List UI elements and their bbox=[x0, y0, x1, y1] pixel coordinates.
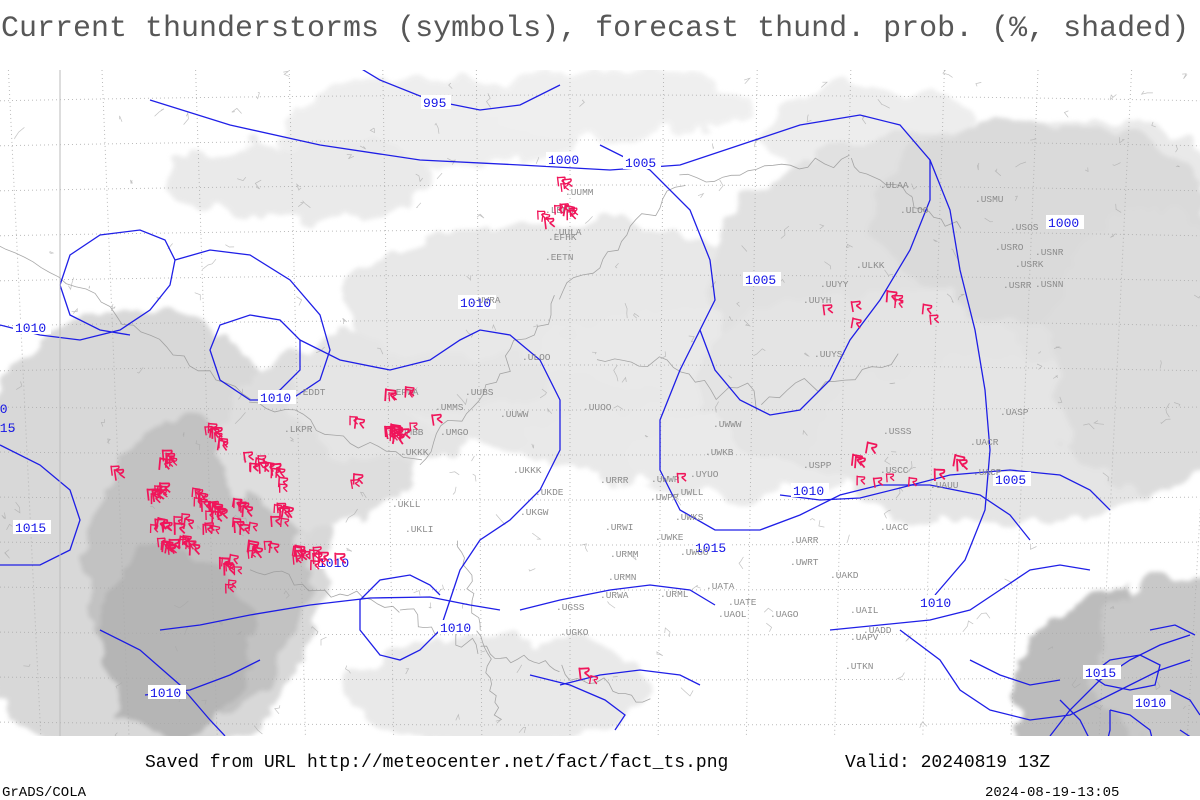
svg-text:1015: 1015 bbox=[15, 521, 46, 536]
svg-text:.ULOO: .ULOO bbox=[900, 205, 929, 216]
svg-text:.UKLI: .UKLI bbox=[405, 524, 434, 535]
svg-text:015: 015 bbox=[0, 421, 15, 436]
svg-text:.UMGO: .UMGO bbox=[440, 427, 469, 438]
svg-text:1000: 1000 bbox=[1048, 216, 1079, 231]
svg-text:1010: 1010 bbox=[15, 321, 46, 336]
svg-text:995: 995 bbox=[423, 96, 446, 111]
svg-text:.UAKD: .UAKD bbox=[830, 570, 859, 581]
svg-text:.URML: .URML bbox=[660, 589, 689, 600]
svg-text:.UTKN: .UTKN bbox=[845, 661, 874, 672]
svg-text:.UGKO: .UGKO bbox=[560, 627, 589, 638]
svg-text:.USRR: .USRR bbox=[1003, 280, 1032, 291]
svg-text:.ULOO: .ULOO bbox=[522, 352, 551, 363]
svg-text:.UUYH: .UUYH bbox=[803, 295, 832, 306]
svg-text:.UKDE: .UKDE bbox=[535, 487, 564, 498]
svg-text:.USRO: .USRO bbox=[995, 242, 1024, 253]
svg-text:20: 20 bbox=[0, 402, 8, 417]
svg-text:.UUOO: .UUOO bbox=[583, 402, 612, 413]
svg-text:1010: 1010 bbox=[150, 686, 181, 701]
svg-text:1005: 1005 bbox=[625, 156, 656, 171]
svg-text:.UAGO: .UAGO bbox=[770, 609, 799, 620]
svg-text:.UADD: .UADD bbox=[863, 625, 892, 636]
svg-text:.USNR: .USNR bbox=[1035, 247, 1064, 258]
svg-text:.UATA: .UATA bbox=[706, 581, 735, 592]
svg-text:.UWGO: .UWGO bbox=[680, 547, 709, 558]
svg-text:.UKKK: .UKKK bbox=[513, 465, 542, 476]
svg-text:.USPP: .USPP bbox=[803, 460, 832, 471]
svg-text:.UKKK: .UKKK bbox=[400, 447, 429, 458]
svg-text:1010: 1010 bbox=[793, 484, 824, 499]
svg-text:.UAIL: .UAIL bbox=[850, 605, 879, 616]
svg-text:.UACR: .UACR bbox=[970, 437, 999, 448]
svg-text:.UWLL: .UWLL bbox=[675, 487, 704, 498]
svg-text:.USSS: .USSS bbox=[883, 426, 912, 437]
svg-text:.UVRA: .UVRA bbox=[472, 295, 501, 306]
svg-text:.URRR: .URRR bbox=[600, 475, 629, 486]
svg-text:.UWWP: .UWWP bbox=[651, 474, 680, 485]
svg-text:.UKLL: .UKLL bbox=[392, 499, 421, 510]
svg-text:.URWA: .URWA bbox=[600, 590, 629, 601]
svg-text:.EFHK: .EFHK bbox=[548, 232, 577, 243]
svg-text:.UUBS: .UUBS bbox=[465, 387, 494, 398]
svg-text:.UWKB: .UWKB bbox=[705, 447, 734, 458]
svg-text:.URMN: .URMN bbox=[608, 572, 637, 583]
svg-text:.USOS: .USOS bbox=[1010, 222, 1039, 233]
svg-text:.USCC: .USCC bbox=[880, 465, 909, 476]
svg-text:.URMM: .URMM bbox=[610, 549, 639, 560]
svg-text:.UYUO: .UYUO bbox=[690, 469, 719, 480]
svg-text:.ULAA: .ULAA bbox=[880, 180, 909, 191]
svg-text:1015: 1015 bbox=[1085, 666, 1116, 681]
svg-text:.UMMS: .UMMS bbox=[435, 402, 464, 413]
svg-text:.UUYS: .UUYS bbox=[814, 349, 843, 360]
svg-text:.UUYY: .UUYY bbox=[820, 279, 849, 290]
svg-text:.UASP: .UASP bbox=[1000, 407, 1029, 418]
svg-text:.UUMM: .UUMM bbox=[565, 187, 594, 198]
svg-text:.UAOL: .UAOL bbox=[718, 609, 747, 620]
svg-text:.URWI: .URWI bbox=[605, 522, 634, 533]
svg-text:1005: 1005 bbox=[745, 273, 776, 288]
svg-text:.UARR: .UARR bbox=[790, 535, 819, 546]
svg-text:.UWKE: .UWKE bbox=[655, 532, 684, 543]
svg-text:.EDDT: .EDDT bbox=[297, 387, 326, 398]
svg-text:.UWKS: .UWKS bbox=[675, 512, 704, 523]
svg-text:.USRK: .USRK bbox=[1015, 259, 1044, 270]
svg-text:.USNN: .USNN bbox=[1035, 279, 1064, 290]
svg-text:.UATE: .UATE bbox=[728, 597, 757, 608]
svg-text:.ULKK: .ULKK bbox=[856, 260, 885, 271]
svg-text:.UWPP: .UWPP bbox=[650, 492, 679, 503]
svg-text:.UKGW: .UKGW bbox=[520, 507, 549, 518]
svg-text:1010: 1010 bbox=[920, 596, 951, 611]
svg-text:.UWWW: .UWWW bbox=[713, 419, 742, 430]
svg-text:.UGSS: .UGSS bbox=[556, 602, 585, 613]
svg-text:.UUWW: .UUWW bbox=[500, 409, 529, 420]
svg-text:.USMU: .USMU bbox=[975, 194, 1004, 205]
svg-text:.UWRT: .UWRT bbox=[790, 557, 819, 568]
svg-text:.LKPR: .LKPR bbox=[284, 424, 313, 435]
svg-text:1010: 1010 bbox=[440, 621, 471, 636]
svg-text:1010: 1010 bbox=[1135, 696, 1166, 711]
svg-text:.UACP: .UACP bbox=[973, 467, 1002, 478]
svg-text:.UAUU: .UAUU bbox=[930, 480, 959, 491]
svg-text:.UACC: .UACC bbox=[880, 522, 909, 533]
svg-text:1010: 1010 bbox=[260, 391, 291, 406]
svg-text:1000: 1000 bbox=[548, 153, 579, 168]
svg-text:.EETN: .EETN bbox=[545, 252, 574, 263]
